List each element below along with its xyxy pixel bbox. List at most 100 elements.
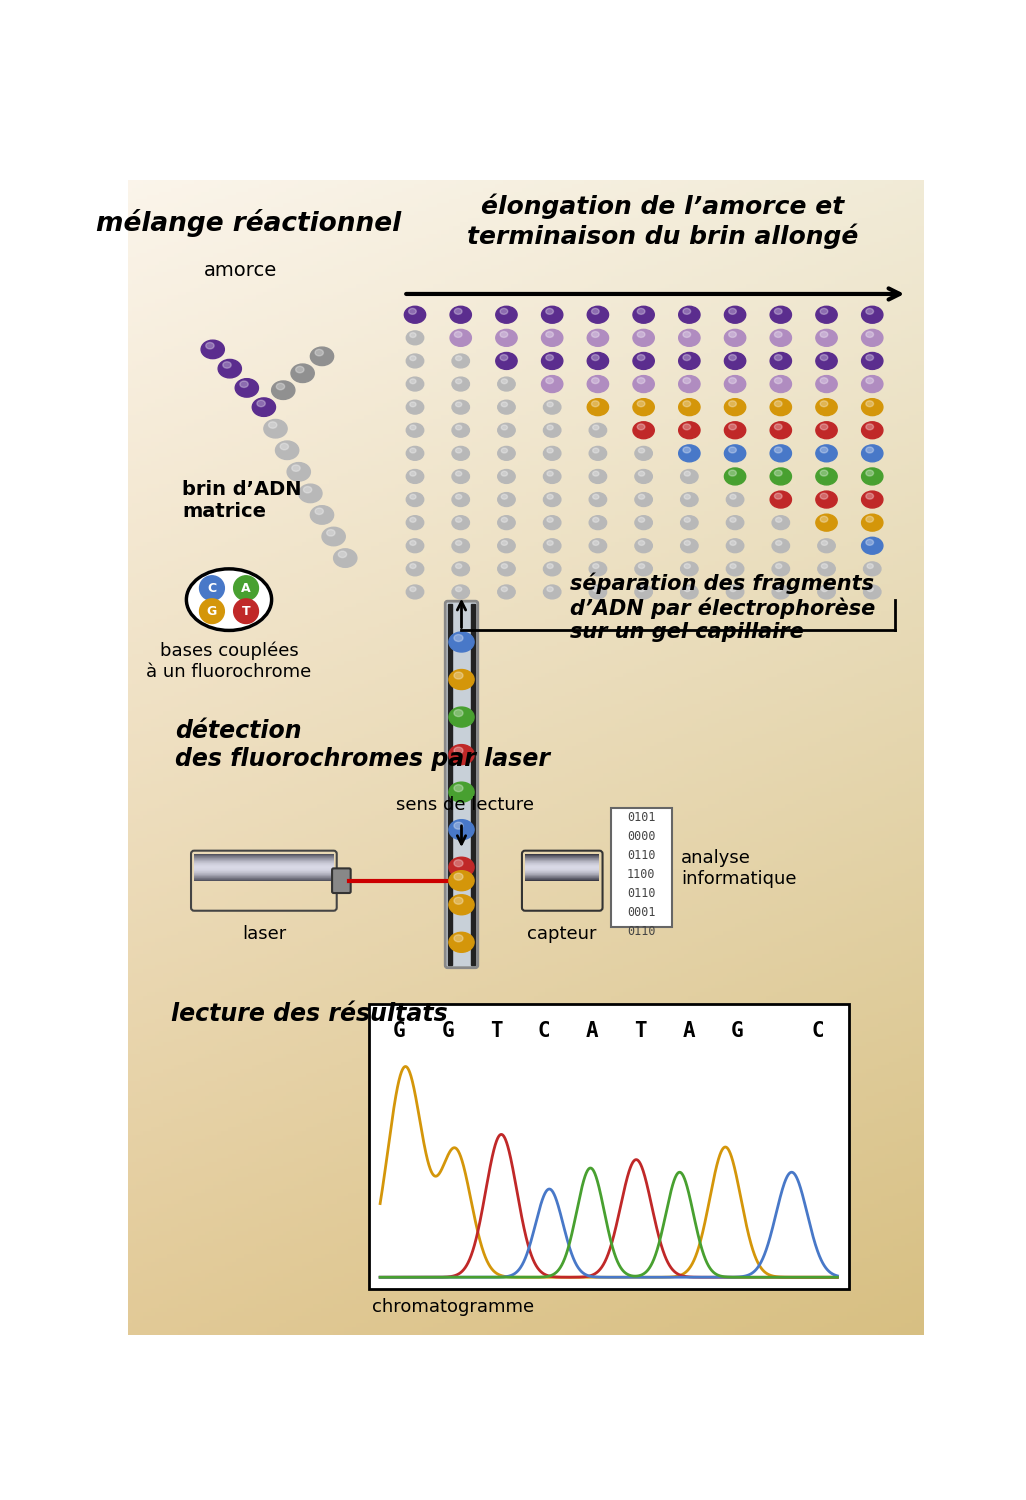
Ellipse shape [593, 495, 599, 500]
Ellipse shape [684, 564, 690, 568]
Ellipse shape [771, 446, 791, 462]
Text: chromatogramme: chromatogramme [372, 1298, 535, 1316]
Ellipse shape [728, 400, 737, 406]
Ellipse shape [291, 364, 314, 382]
Ellipse shape [453, 672, 463, 680]
Ellipse shape [406, 376, 424, 392]
Ellipse shape [452, 492, 470, 507]
Bar [447, 603, 452, 966]
Ellipse shape [235, 378, 259, 398]
Ellipse shape [637, 400, 645, 406]
Text: 0101
0000
0110
1100
0110
0001
0110: 0101 0000 0110 1100 0110 0001 0110 [627, 812, 656, 939]
Ellipse shape [502, 495, 508, 500]
Ellipse shape [866, 540, 873, 546]
Ellipse shape [821, 586, 828, 591]
Ellipse shape [589, 423, 606, 436]
Ellipse shape [820, 494, 828, 500]
Text: amorce: amorce [204, 261, 277, 280]
Ellipse shape [820, 332, 828, 338]
Text: T: T [489, 1022, 503, 1041]
Ellipse shape [680, 492, 698, 507]
Ellipse shape [269, 422, 277, 428]
Ellipse shape [775, 378, 782, 384]
Ellipse shape [820, 378, 828, 384]
Text: T: T [242, 604, 250, 618]
Ellipse shape [496, 352, 517, 369]
Ellipse shape [592, 354, 599, 360]
Ellipse shape [728, 447, 737, 453]
Ellipse shape [724, 375, 746, 393]
Ellipse shape [776, 564, 782, 568]
Ellipse shape [219, 360, 241, 378]
Ellipse shape [862, 514, 883, 531]
Ellipse shape [678, 330, 700, 346]
Ellipse shape [633, 375, 655, 393]
Ellipse shape [449, 870, 474, 891]
Ellipse shape [449, 669, 474, 690]
Ellipse shape [729, 564, 736, 568]
Ellipse shape [635, 538, 653, 552]
Ellipse shape [592, 309, 599, 315]
Text: analyse
informatique: analyse informatique [681, 849, 796, 888]
Ellipse shape [456, 380, 462, 384]
Ellipse shape [729, 586, 736, 591]
Ellipse shape [452, 354, 470, 368]
Ellipse shape [542, 352, 563, 369]
Ellipse shape [862, 468, 883, 484]
Ellipse shape [776, 586, 782, 591]
Text: sens de lecture: sens de lecture [396, 796, 534, 814]
Ellipse shape [456, 356, 462, 360]
Ellipse shape [452, 423, 470, 436]
Ellipse shape [866, 332, 873, 338]
Ellipse shape [409, 333, 417, 338]
Ellipse shape [638, 471, 644, 476]
Ellipse shape [272, 381, 294, 399]
Ellipse shape [820, 354, 828, 360]
Ellipse shape [820, 470, 828, 476]
Ellipse shape [256, 400, 266, 406]
Ellipse shape [683, 354, 690, 360]
Ellipse shape [593, 471, 599, 476]
Ellipse shape [502, 380, 508, 384]
Ellipse shape [587, 352, 608, 369]
Text: capteur: capteur [527, 924, 597, 942]
Ellipse shape [498, 447, 515, 460]
Ellipse shape [322, 528, 346, 546]
Ellipse shape [404, 306, 426, 322]
Ellipse shape [500, 309, 508, 315]
Text: T: T [634, 1022, 647, 1041]
Ellipse shape [547, 424, 553, 430]
Bar [471, 603, 475, 966]
Ellipse shape [862, 375, 883, 393]
Ellipse shape [726, 538, 744, 552]
Ellipse shape [593, 518, 599, 522]
Ellipse shape [728, 424, 737, 430]
Ellipse shape [816, 375, 837, 393]
Ellipse shape [862, 352, 883, 369]
Ellipse shape [264, 420, 287, 438]
Circle shape [234, 576, 259, 600]
Ellipse shape [633, 352, 655, 369]
Ellipse shape [453, 859, 463, 867]
Ellipse shape [315, 350, 323, 355]
Ellipse shape [409, 424, 417, 430]
Ellipse shape [456, 540, 462, 546]
Ellipse shape [406, 585, 424, 598]
Ellipse shape [866, 494, 873, 500]
Text: laser: laser [242, 924, 286, 942]
Ellipse shape [635, 470, 653, 483]
Ellipse shape [299, 484, 322, 502]
Ellipse shape [729, 540, 736, 546]
Ellipse shape [635, 516, 653, 530]
Text: élongation de l’amorce et
terminaison du brin allongé: élongation de l’amorce et terminaison du… [467, 194, 859, 249]
Ellipse shape [449, 933, 474, 952]
Ellipse shape [820, 424, 828, 430]
Ellipse shape [637, 354, 645, 360]
Ellipse shape [287, 462, 311, 482]
Ellipse shape [678, 446, 700, 462]
Ellipse shape [498, 376, 515, 392]
Ellipse shape [502, 424, 508, 430]
FancyBboxPatch shape [445, 602, 478, 968]
Ellipse shape [456, 471, 462, 476]
Ellipse shape [592, 378, 599, 384]
